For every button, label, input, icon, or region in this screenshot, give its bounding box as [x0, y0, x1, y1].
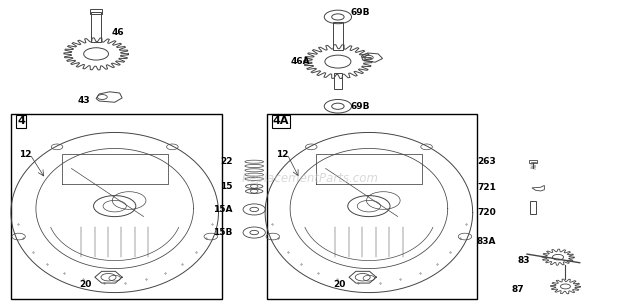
Bar [529, 160, 537, 163]
Text: 15B: 15B [213, 228, 232, 237]
Text: 720: 720 [477, 208, 496, 217]
Bar [530, 201, 536, 214]
Text: 20: 20 [79, 280, 92, 290]
Text: 87: 87 [512, 285, 524, 294]
Text: ReplacementParts.com: ReplacementParts.com [242, 172, 378, 185]
Text: 4A: 4A [273, 116, 290, 126]
Text: 43: 43 [78, 95, 90, 105]
Text: 15: 15 [220, 182, 232, 191]
Text: 20: 20 [334, 280, 346, 290]
Text: 15A: 15A [213, 205, 232, 214]
Text: 46A: 46A [290, 57, 310, 66]
Text: 721: 721 [477, 183, 496, 192]
Bar [91, 12, 101, 42]
Text: 46: 46 [112, 28, 124, 37]
Text: 12: 12 [276, 149, 288, 159]
Bar [90, 9, 102, 14]
Text: 22: 22 [220, 157, 232, 166]
Text: 12: 12 [19, 149, 31, 159]
Text: 69B: 69B [350, 102, 370, 111]
Text: 69B: 69B [350, 8, 370, 17]
Text: 263: 263 [477, 157, 496, 166]
Text: 4: 4 [17, 116, 25, 126]
Bar [333, 22, 343, 50]
Bar [334, 73, 342, 89]
Text: 83A: 83A [477, 237, 496, 246]
Text: 83: 83 [518, 256, 530, 265]
